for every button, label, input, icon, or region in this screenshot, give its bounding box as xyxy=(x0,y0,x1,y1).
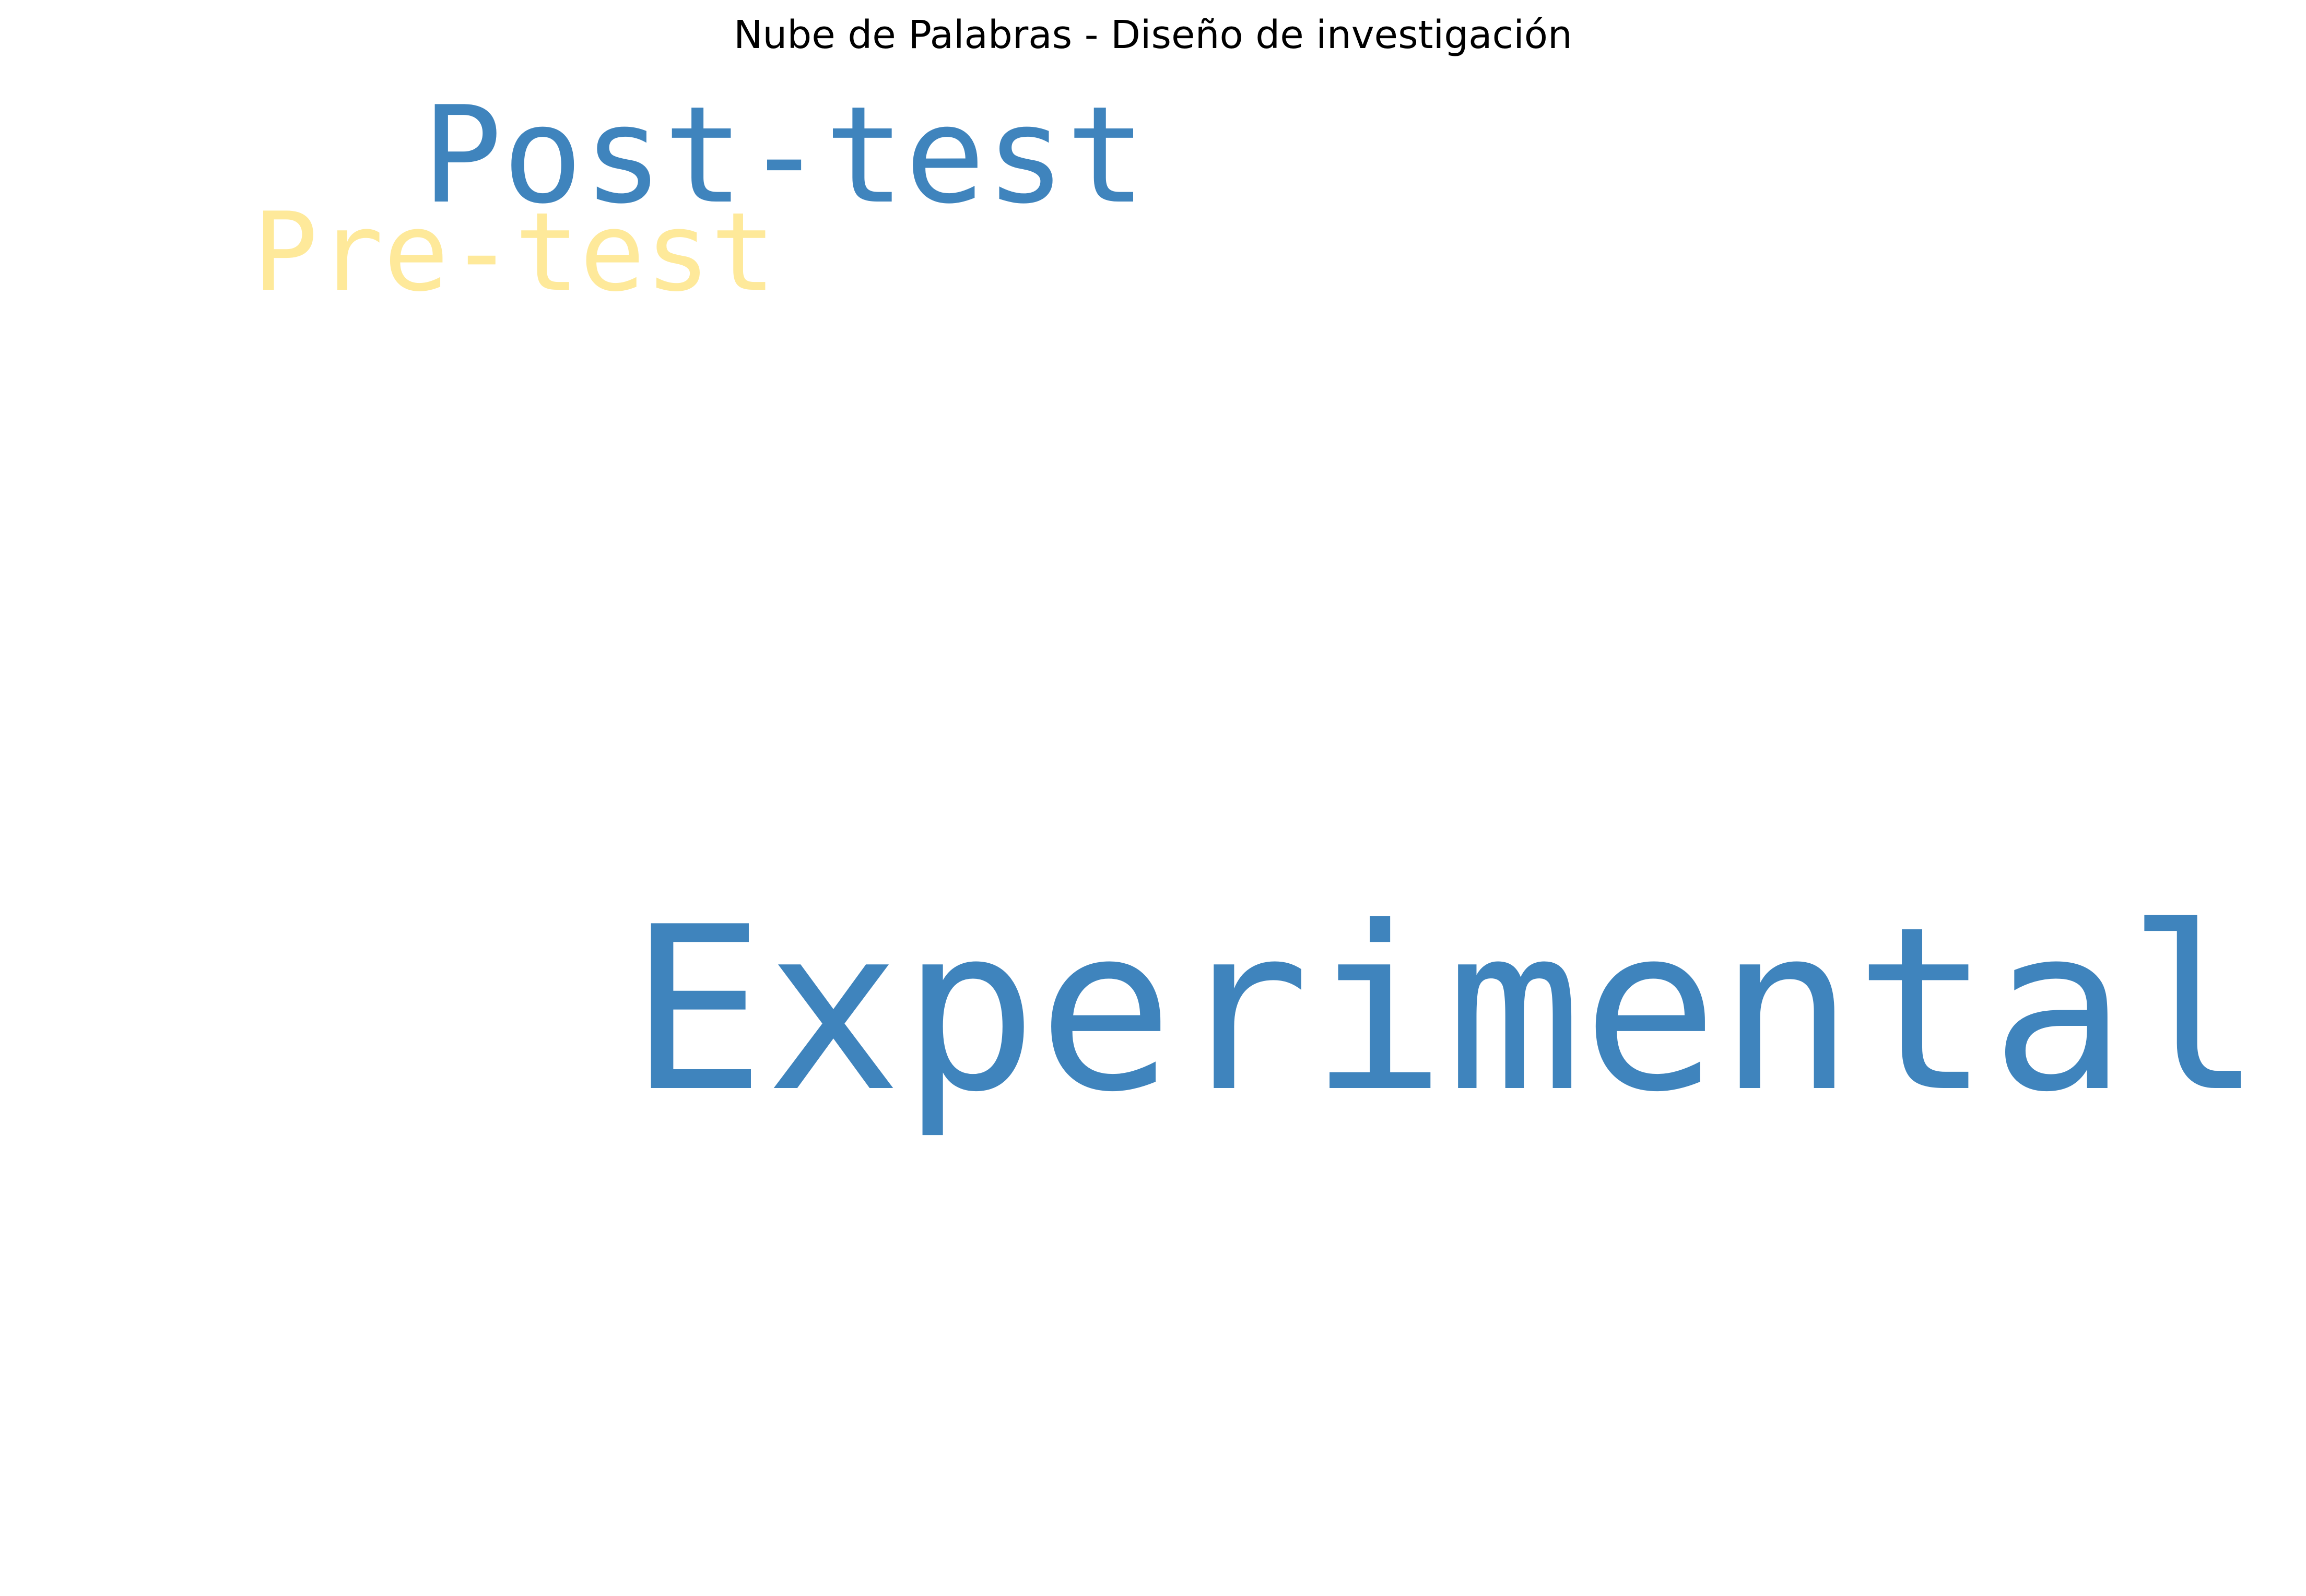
word: Pre-test xyxy=(253,190,776,316)
chart-title: Nube de Palabras - Diseño de investigaci… xyxy=(734,13,1572,57)
word: Post-test xyxy=(422,78,1146,233)
word: Experimental xyxy=(629,879,2263,1142)
